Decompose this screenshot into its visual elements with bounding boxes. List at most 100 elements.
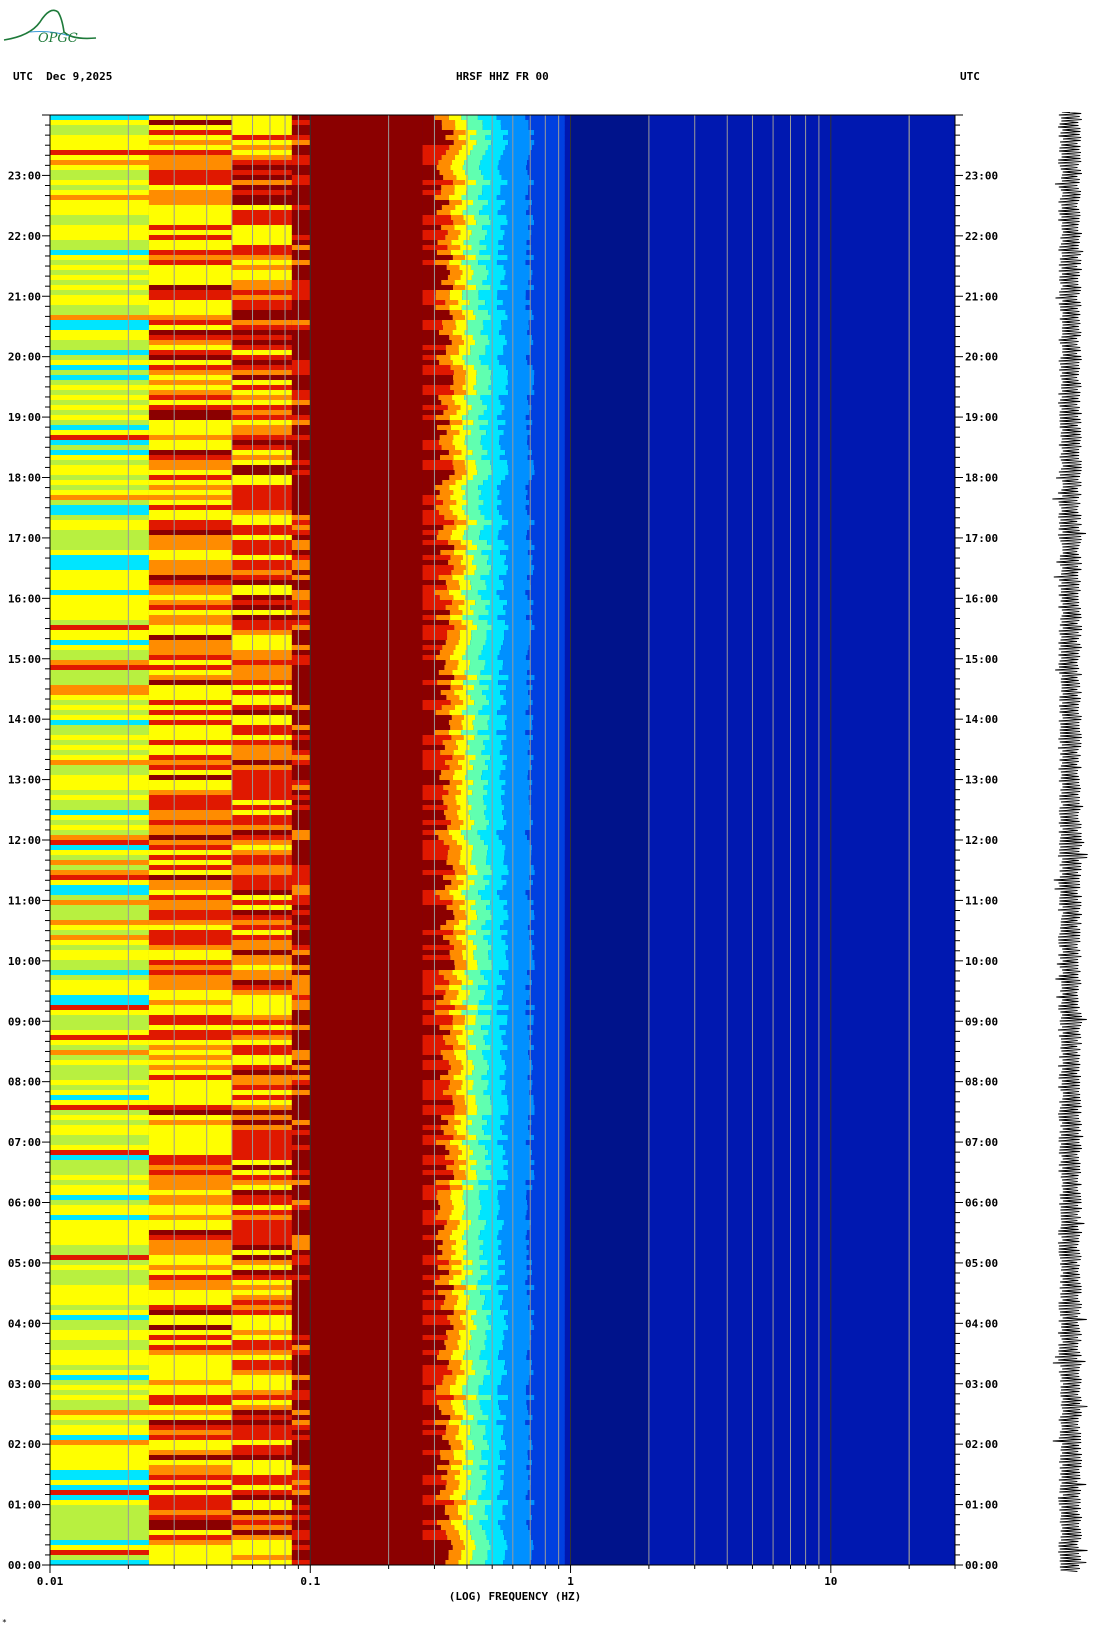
heat-cell: [231, 1105, 292, 1111]
heat-cell: [231, 1365, 292, 1371]
heat-cell: [148, 195, 232, 201]
heat-cell: [291, 675, 311, 681]
heat-cell: [534, 545, 565, 551]
heat-cell: [449, 290, 463, 296]
heat-cell: [470, 605, 486, 611]
heat-cell: [447, 805, 461, 811]
heat-cell: [231, 335, 292, 341]
heat-cell: [534, 1170, 565, 1176]
heat-cell: [490, 1545, 508, 1551]
heat-cell: [485, 885, 503, 891]
heat-cell: [500, 445, 529, 451]
heat-cell: [231, 580, 292, 586]
heat-cell: [454, 1305, 467, 1311]
heat-cell: [472, 980, 488, 986]
heat-cell: [505, 335, 533, 341]
heat-cell: [505, 845, 533, 851]
heat-cell: [231, 1350, 292, 1356]
y-tick-label-right: 14:00: [965, 713, 998, 726]
heat-cell: [491, 625, 509, 631]
heat-cell: [231, 685, 292, 691]
y-tick-label-left: 05:00: [8, 1257, 41, 1270]
heat-cell: [148, 1315, 232, 1321]
y-tick-label-right: 12:00: [965, 834, 998, 847]
heat-cell: [449, 1215, 462, 1221]
heat-cell: [434, 1280, 449, 1286]
heat-cell: [148, 1095, 232, 1101]
heat-cell: [497, 355, 527, 361]
heat-cell: [291, 1525, 311, 1531]
heat-cell: [291, 1485, 311, 1491]
heat-cell: [470, 350, 486, 356]
heat-cell: [231, 375, 292, 381]
heat-cell: [310, 640, 423, 646]
heat-cell: [310, 290, 423, 296]
heat-cell: [458, 1430, 471, 1436]
heat-cell: [533, 375, 565, 381]
heat-cell: [442, 1435, 456, 1441]
heat-cell: [291, 355, 311, 361]
heat-cell: [50, 420, 149, 426]
heat-cell: [466, 1115, 483, 1121]
heat-cell: [443, 175, 457, 181]
heat-cell: [448, 1280, 462, 1286]
heat-cell: [291, 580, 311, 586]
heat-cell: [231, 400, 292, 406]
heat-cell: [310, 555, 423, 561]
heat-cell: [476, 910, 491, 916]
heat-cell: [501, 1380, 529, 1386]
heat-cell: [50, 830, 149, 836]
heat-cell: [310, 1120, 423, 1126]
heat-cell: [533, 570, 565, 576]
heat-cell: [148, 1045, 232, 1051]
heat-cell: [148, 790, 232, 796]
heat-cell: [310, 1155, 423, 1161]
heat-cell: [464, 1545, 476, 1551]
heat-cell: [508, 1500, 535, 1506]
heat-cell: [508, 565, 535, 571]
heat-cell: [310, 210, 423, 216]
heat-cell: [231, 715, 292, 721]
heat-cell: [231, 1015, 292, 1021]
heat-cell: [529, 500, 565, 506]
heat-cell: [310, 295, 423, 301]
heat-cell: [459, 1315, 472, 1321]
heat-cell: [455, 1435, 468, 1441]
heat-cell: [485, 920, 504, 926]
heat-cell: [148, 1150, 232, 1156]
heat-cell: [422, 755, 453, 761]
heat-cell: [441, 1410, 455, 1416]
heat-cell: [310, 570, 423, 576]
heat-cell: [455, 120, 467, 126]
heat-cell: [527, 750, 565, 756]
heat-cell: [231, 115, 292, 121]
heat-cell: [50, 790, 149, 796]
heat-cell: [530, 1510, 565, 1516]
heat-cell: [422, 450, 449, 456]
heat-cell: [527, 440, 565, 446]
heat-cell: [50, 1470, 149, 1476]
heat-cell: [291, 880, 311, 886]
heat-cell: [505, 1440, 532, 1446]
heat-cell: [148, 555, 232, 561]
heat-cell: [462, 725, 474, 731]
heat-cell: [460, 1335, 472, 1341]
heat-cell: [50, 935, 149, 941]
heat-cell: [529, 1055, 565, 1061]
heat-cell: [310, 1215, 423, 1221]
heat-cell: [458, 300, 470, 306]
heat-cell: [291, 1035, 311, 1041]
heat-cell: [476, 375, 491, 381]
heat-cell: [291, 525, 311, 531]
heat-cell: [310, 600, 423, 606]
heat-cell: [148, 500, 232, 506]
heat-cell: [231, 475, 292, 481]
heat-cell: [491, 1325, 509, 1331]
heat-cell: [530, 1530, 565, 1536]
heat-cell: [291, 1280, 311, 1286]
heat-cell: [50, 125, 149, 131]
heat-cell: [458, 1295, 470, 1301]
heat-cell: [50, 450, 149, 456]
heat-cell: [464, 360, 481, 366]
